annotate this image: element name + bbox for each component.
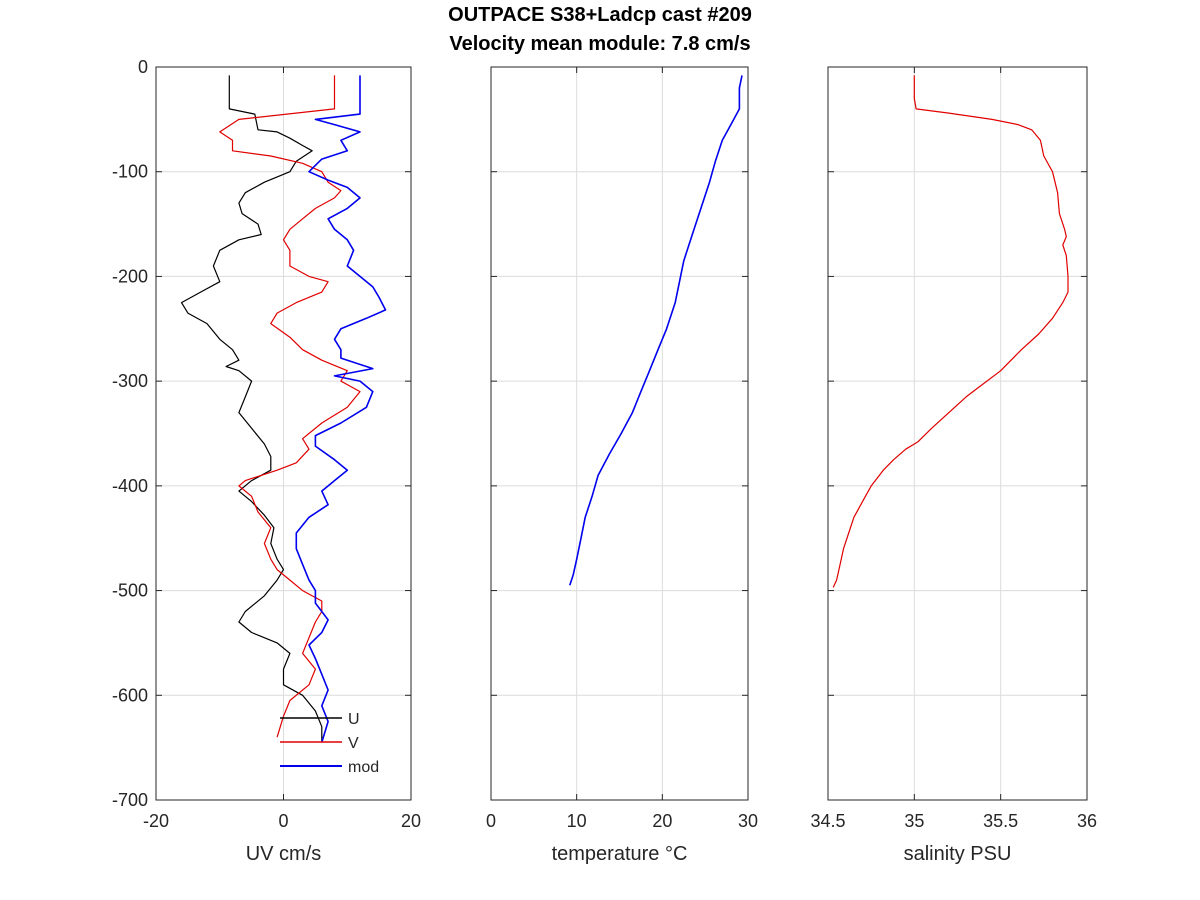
x-tick-label: 0: [278, 811, 288, 831]
series-line-u: [180, 75, 323, 743]
axes-box: [827, 66, 1088, 801]
y-tick-label: -300: [112, 371, 148, 391]
legend-label-mod: mod: [348, 759, 379, 776]
plot-area: [491, 67, 748, 800]
y-tick-label: -600: [112, 685, 148, 705]
y-tick-label: -500: [112, 581, 148, 601]
legend-label-u: U: [348, 711, 360, 728]
x-tick-label: 20: [401, 811, 421, 831]
y-tick-label: 0: [138, 57, 148, 77]
x-tick-label: 34.5: [810, 811, 845, 831]
x-tick-label: 20: [652, 811, 672, 831]
x-tick-label: 36: [1077, 811, 1097, 831]
axes-box: [490, 66, 749, 801]
plot-area: [828, 67, 1087, 800]
series-line-temperature: [569, 75, 743, 586]
chart-title-line2: Velocity mean module: 7.8 cm/s: [449, 33, 751, 55]
chart-title-line1: OUTPACE S38+Ladcp cast #209: [448, 4, 752, 26]
series-line-mod: [295, 75, 387, 743]
x-tick-label: -20: [143, 811, 169, 831]
series-line-v: [219, 75, 361, 738]
x-tick-label: 35.5: [983, 811, 1018, 831]
x-tick-label: 0: [486, 811, 496, 831]
x-axis-label: UV cm/s: [246, 843, 322, 865]
y-tick-label: -700: [112, 790, 148, 810]
x-tick-label: 35: [904, 811, 924, 831]
y-tick-label: -200: [112, 266, 148, 286]
series-line-salinity: [832, 75, 1069, 588]
panel-2: 0 10 20 30 temperature °C: [486, 66, 758, 865]
y-tick-label: -400: [112, 476, 148, 496]
x-tick-label: 10: [567, 811, 587, 831]
legend-label-v: V: [348, 735, 359, 752]
x-axis-label: salinity PSU: [904, 843, 1012, 865]
y-tick-label: -100: [112, 162, 148, 182]
panel-3: 34.5 35 35.5 36 salinity PSU: [810, 66, 1097, 865]
x-axis-label: temperature °C: [552, 843, 688, 865]
x-tick-label: 30: [738, 811, 758, 831]
